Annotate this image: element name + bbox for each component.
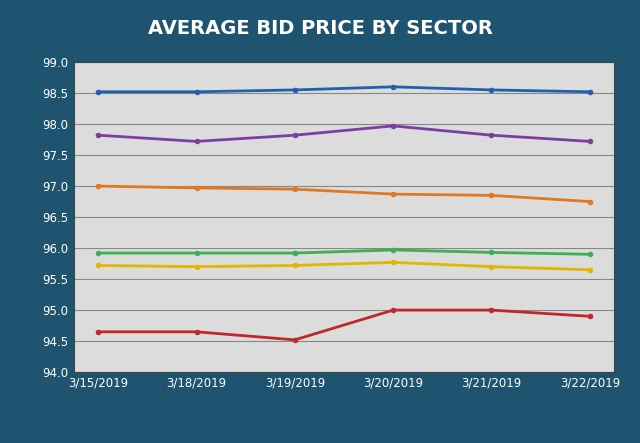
Text: AVERAGE BID PRICE BY SECTOR: AVERAGE BID PRICE BY SECTOR bbox=[148, 19, 492, 38]
